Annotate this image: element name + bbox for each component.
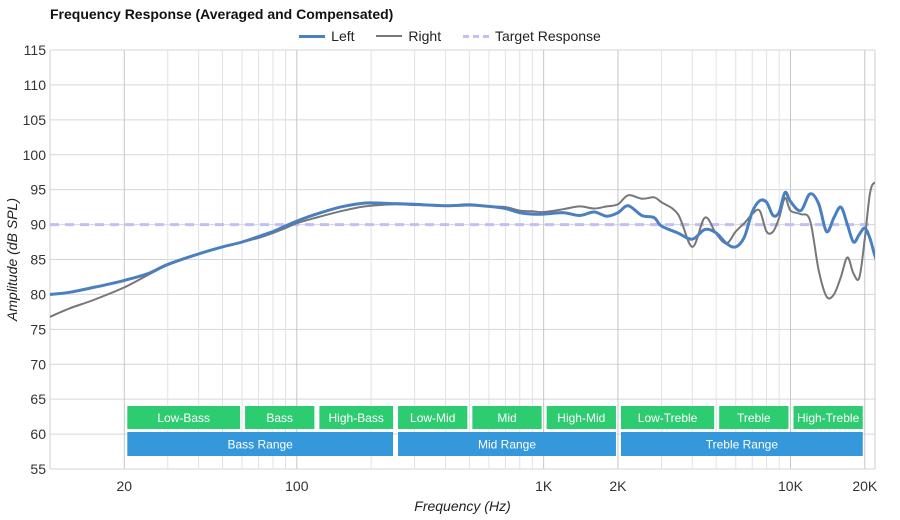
legend-item-left[interactable]: Left xyxy=(299,28,355,45)
y-tick-label: 115 xyxy=(24,42,47,58)
x-tick-label: 100 xyxy=(285,478,309,494)
range-label: Low-Bass xyxy=(157,411,210,425)
range-label: High-Mid xyxy=(557,411,605,425)
frequency-range-bands: Low-Bass Bass High-Bass Low-Mid Mid High-Mid L… xyxy=(127,406,863,456)
range-band xyxy=(620,406,715,429)
range-band xyxy=(398,406,468,429)
range-label: Bass xyxy=(266,411,293,425)
legend-item-right[interactable]: Right xyxy=(376,28,441,44)
legend-swatch-left xyxy=(299,34,326,38)
legend-label-left: Left xyxy=(331,28,355,45)
range-label: High-Bass xyxy=(329,411,384,425)
range-band xyxy=(472,406,542,429)
series-right xyxy=(50,181,875,318)
range-label: Mid xyxy=(497,411,516,425)
legend-swatch-target xyxy=(462,34,489,38)
range-label: Treble xyxy=(737,411,771,425)
legend-item-target[interactable]: Target Response xyxy=(462,28,601,45)
x-tick-label: 10K xyxy=(778,478,804,494)
range-band xyxy=(546,406,616,429)
range-band xyxy=(245,406,315,429)
range-band xyxy=(319,406,394,429)
y-tick-label: 110 xyxy=(24,77,47,93)
series-left xyxy=(50,190,875,296)
range-band xyxy=(127,432,394,456)
chart-legend: Left Right Target Response xyxy=(0,27,900,44)
x-tick-label: 20K xyxy=(852,478,878,494)
y-tick-label: 80 xyxy=(30,286,46,302)
y-tick-label: 105 xyxy=(23,112,47,128)
y-tick-label: 95 xyxy=(30,182,46,198)
series-lines xyxy=(50,181,875,318)
y-tick-label: 70 xyxy=(30,356,46,372)
legend-swatch-right xyxy=(376,35,403,38)
x-axis-title: Frequency (Hz) xyxy=(414,498,510,514)
y-tick-label: 75 xyxy=(30,321,46,337)
range-label: High-Treble xyxy=(797,411,860,425)
x-tick-label: 2K xyxy=(609,478,627,494)
range-label: Low-Mid xyxy=(410,411,455,425)
range-band xyxy=(398,432,616,456)
y-tick-label: 100 xyxy=(23,147,47,163)
chart-title: Frequency Response (Averaged and Compens… xyxy=(50,6,394,22)
range-band xyxy=(127,406,241,429)
axes: 55 60 65 70 75 80 85 90 95 100 105 110 115 20 100 1K 2K 1… xyxy=(4,42,878,514)
legend-label-right: Right xyxy=(408,28,442,45)
y-tick-label: 90 xyxy=(30,217,46,233)
range-label: Low-Treble xyxy=(638,411,698,425)
range-band xyxy=(719,406,789,429)
range-label: Bass Range xyxy=(227,438,293,452)
grid-lines xyxy=(49,49,876,470)
x-tick-label: 20 xyxy=(117,478,133,494)
range-band xyxy=(793,406,863,429)
y-axis-title: Amplitude (dB SPL) xyxy=(4,198,20,322)
range-band xyxy=(620,432,863,456)
y-tick-label: 85 xyxy=(30,252,46,268)
range-label: Mid Range xyxy=(478,438,536,452)
y-tick-label: 65 xyxy=(30,391,46,407)
range-label: Treble Range xyxy=(706,438,779,452)
y-tick-label: 55 xyxy=(30,461,46,477)
y-tick-label: 60 xyxy=(30,426,46,442)
legend-label-target: Target Response xyxy=(494,28,601,45)
x-tick-label: 1K xyxy=(535,478,553,494)
